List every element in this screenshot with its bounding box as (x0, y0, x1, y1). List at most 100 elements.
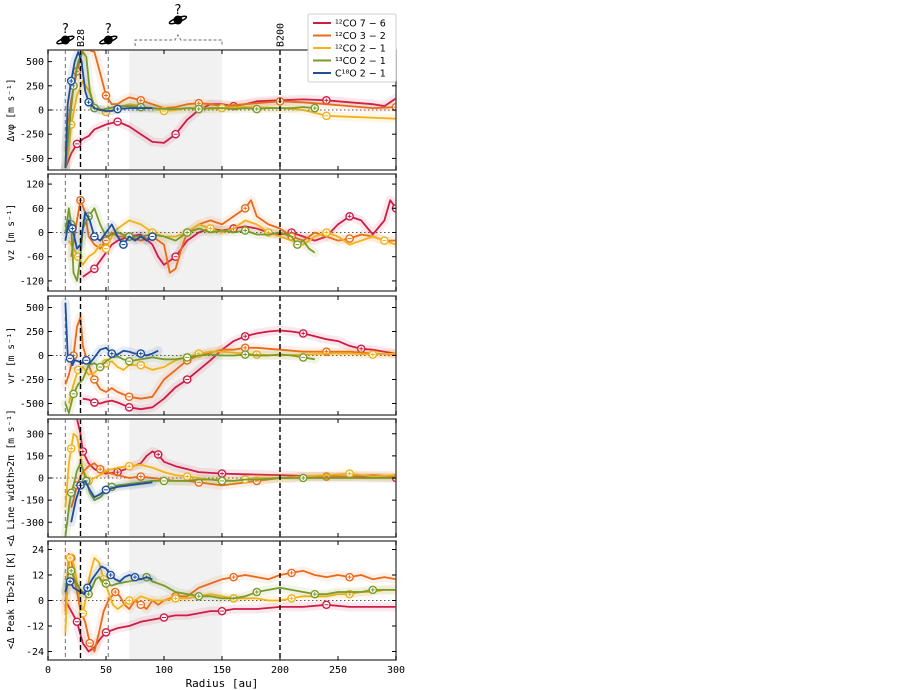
panel-2: -500 -250 0 250 500 vr [m s⁻¹] (6, 295, 397, 416)
ring-label-B28: B28 (76, 29, 87, 47)
y-tick-label: -250 (20, 130, 44, 141)
y-axis-label: <Δ Line width>2π [m s⁻¹] (6, 409, 17, 546)
series-group (60, 50, 396, 170)
y-tick-label: -500 (20, 399, 44, 410)
series-marker-sign (69, 568, 74, 573)
series-group (60, 549, 396, 656)
series-group (60, 419, 396, 537)
series-marker-sign (312, 106, 317, 111)
y-axis-label: Δvφ [m s⁻¹] (6, 79, 17, 142)
series-marker-sign (243, 228, 248, 233)
series-line-C18O-2-1 (64, 211, 153, 250)
y-tick-label: 120 (26, 180, 44, 191)
series-marker-sign (220, 471, 224, 476)
series-marker-sign (208, 226, 213, 231)
series-line-13CO-2-1 (64, 51, 315, 169)
x-axis: 0 50 100 150 200 250 300 Radius [au] (45, 665, 405, 690)
top-annotations: B28 B200??? (56, 3, 287, 47)
x-tick-label: 0 (45, 665, 51, 676)
series-line-13CO-2-1 (64, 462, 396, 537)
series-marker-sign (231, 575, 236, 580)
planet-question-mark: ? (62, 22, 69, 37)
series-marker-sign (301, 476, 306, 480)
y-tick-label: -120 (20, 276, 44, 287)
series-marker-sign (68, 579, 73, 584)
y-tick-label: 12 (32, 571, 44, 582)
series-line-13CO-2-1 (64, 353, 315, 415)
y-tick-label: 250 (26, 81, 44, 92)
series-marker-sign (347, 471, 352, 476)
series-marker-sign (115, 107, 120, 112)
series-group (60, 298, 396, 415)
series-marker-sign (98, 467, 103, 472)
y-axis-label: vr [m s⁻¹] (6, 327, 17, 384)
series-marker-sign (68, 556, 73, 560)
series-line-12CO-7-6 (64, 97, 396, 169)
series-marker-sign (347, 575, 352, 580)
series-marker-sign (86, 100, 91, 105)
y-tick-label: 150 (26, 451, 44, 462)
series-marker-sign (138, 98, 143, 103)
series-marker-sign (254, 107, 259, 112)
series-marker-sign (185, 230, 190, 235)
planet-icon (168, 15, 188, 25)
series-marker-sign (127, 464, 132, 469)
series-marker-sign (133, 575, 137, 580)
y-tick-label: 0 (38, 228, 44, 239)
y-tick-label: -150 (20, 496, 44, 507)
series-marker-sign (156, 452, 161, 457)
gap-bracket (134, 33, 223, 46)
series-line-12CO-3-2 (64, 316, 396, 400)
panel-1: -120 -60 0 60 120 vz [m s⁻¹] (6, 173, 397, 292)
legend-entry: C¹⁸O 2 − 1 (335, 69, 386, 80)
legend-entry: ¹²CO 7 − 6 (335, 19, 386, 30)
planet-question-mark: ? (174, 3, 181, 18)
series-group (60, 195, 396, 286)
series-marker-sign (394, 105, 396, 110)
planet-body (103, 35, 113, 45)
y-tick-label: -500 (20, 154, 44, 165)
series-marker-sign (289, 596, 294, 601)
series-line-12CO-7-6 (76, 419, 396, 479)
x-tick-label: 150 (213, 665, 231, 676)
y-tick-label: -60 (26, 252, 44, 263)
x-tick-label: 100 (155, 665, 173, 676)
series-marker-sign (138, 474, 143, 479)
series-marker-sign (312, 592, 317, 597)
series-marker-sign (85, 585, 90, 590)
x-tick-label: 50 (100, 665, 112, 676)
series-marker-sign (301, 331, 306, 336)
x-tick-label: 300 (387, 665, 405, 676)
legend-entry: ¹³CO 2 − 1 (335, 56, 386, 67)
series-marker-sign (80, 449, 85, 454)
series-marker-sign (243, 206, 248, 211)
y-tick-label: 250 (26, 327, 44, 338)
series-marker-sign (324, 230, 329, 235)
x-tick-label: 200 (271, 665, 289, 676)
planet-question-mark: ? (105, 22, 112, 37)
series-marker-sign (243, 345, 248, 350)
series-marker-sign (104, 93, 108, 98)
series-marker-sign (104, 581, 108, 586)
y-axis-label: vz [m s⁻¹] (6, 204, 17, 261)
series-marker-sign (196, 101, 201, 106)
y-tick-label: 500 (26, 303, 44, 314)
y-tick-label: 0 (38, 474, 44, 485)
panel-3: -300 -150 0 150 300 <Δ Line width>2π [m s⁻¹] (6, 409, 397, 547)
planet-icon (56, 35, 75, 45)
series-marker-sign (254, 590, 259, 594)
series-marker-sign (370, 352, 375, 357)
series-marker-sign (108, 573, 113, 577)
series-marker-sign (243, 334, 248, 339)
planet-icon (99, 35, 118, 45)
x-axis-label: Radius [au] (186, 677, 259, 690)
legend-box (307, 13, 397, 83)
series-marker-sign (243, 352, 248, 357)
y-axis-label: <Δ Peak Tb>2π [K] (6, 552, 17, 649)
y-tick-label: -250 (20, 375, 44, 386)
series-marker-sign (289, 570, 294, 575)
x-tick-label: 250 (329, 665, 347, 676)
y-tick-label: 24 (32, 545, 44, 556)
